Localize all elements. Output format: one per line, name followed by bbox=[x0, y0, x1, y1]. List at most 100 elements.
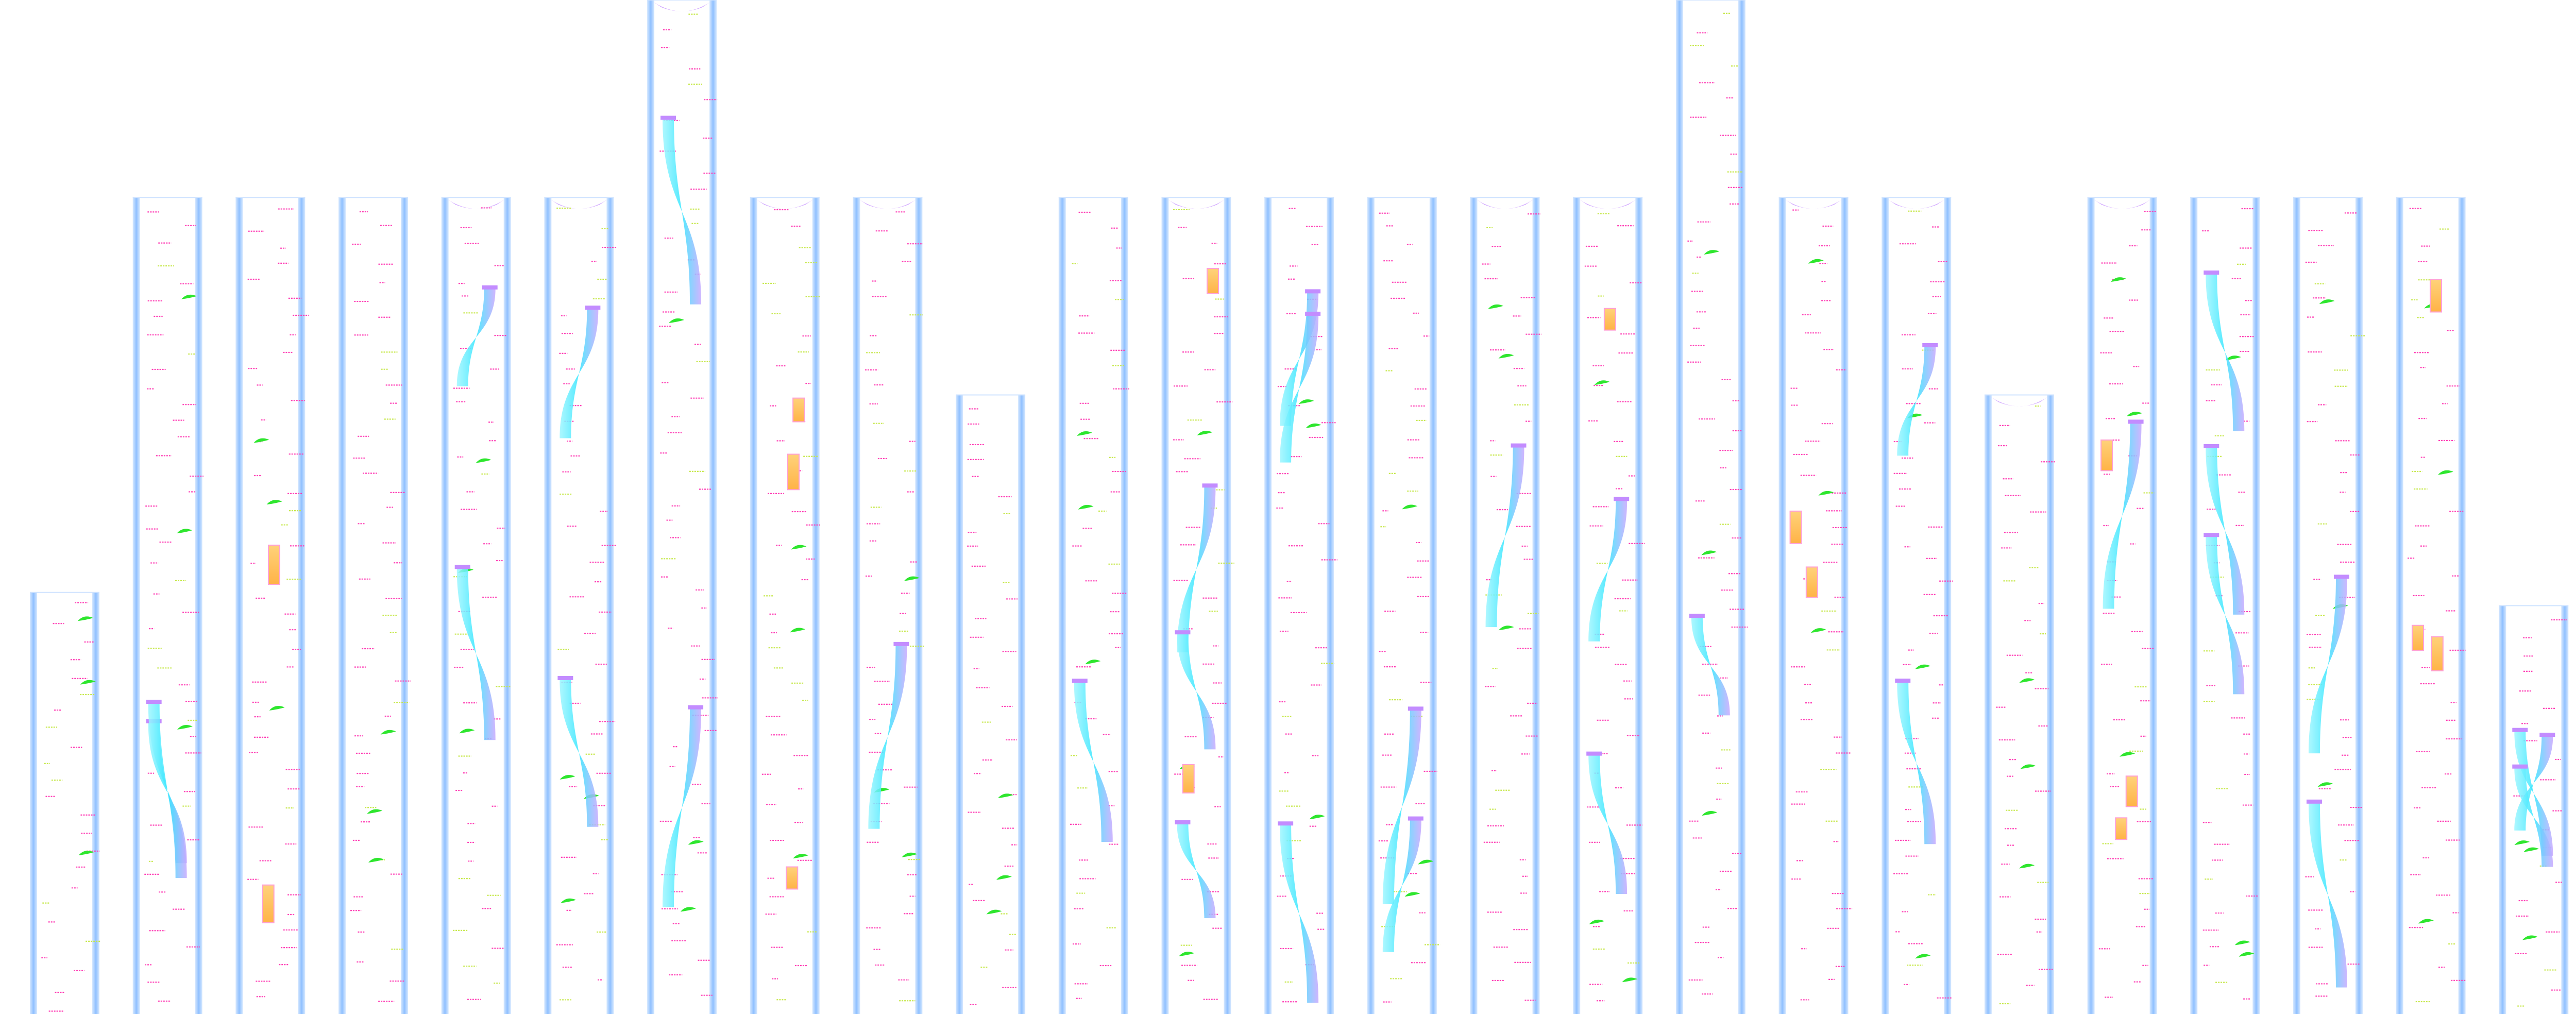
column-edge-right bbox=[1635, 197, 1643, 1014]
column bbox=[1882, 197, 1953, 1014]
marker bbox=[793, 854, 809, 859]
column-body bbox=[1367, 197, 1437, 1014]
marker bbox=[1498, 353, 1514, 359]
column bbox=[1573, 197, 1645, 1014]
column-edge-left bbox=[544, 197, 552, 1014]
marker bbox=[997, 793, 1013, 799]
marker bbox=[367, 809, 383, 814]
fan-cap bbox=[653, 2, 710, 11]
column-body bbox=[1984, 395, 2054, 1014]
marker bbox=[1589, 919, 1605, 924]
marker bbox=[177, 724, 193, 730]
marker bbox=[1306, 423, 1321, 428]
column-edge-left bbox=[2499, 605, 2506, 1014]
marker bbox=[78, 851, 94, 855]
column-edge-right bbox=[401, 197, 409, 1014]
fan-cap bbox=[1167, 199, 1225, 209]
column-body bbox=[2087, 197, 2157, 1014]
marker bbox=[561, 898, 577, 903]
column-body bbox=[441, 197, 511, 1014]
column bbox=[338, 197, 411, 1014]
ribbon bbox=[2514, 731, 2553, 856]
ribbon-cap bbox=[482, 285, 498, 290]
fan-cap bbox=[1991, 397, 2048, 407]
column-edge-right bbox=[1944, 197, 1952, 1014]
ribbon bbox=[1588, 500, 1628, 641]
marker bbox=[1818, 491, 1834, 496]
marker bbox=[1915, 954, 1931, 959]
column-body bbox=[1058, 197, 1128, 1014]
ribbon-cap bbox=[2333, 574, 2349, 579]
column-edge-left bbox=[132, 197, 140, 1014]
ribbon-cap bbox=[1202, 483, 1218, 488]
column bbox=[1984, 394, 2055, 1014]
ribbon bbox=[2308, 802, 2347, 988]
marker bbox=[680, 907, 696, 912]
ribbon bbox=[1382, 709, 1421, 905]
column-body bbox=[647, 0, 717, 1014]
column-edge-left bbox=[29, 592, 37, 1014]
column-edge-left bbox=[1778, 197, 1786, 1014]
column bbox=[235, 197, 309, 1014]
block bbox=[1182, 764, 1195, 793]
column-body bbox=[544, 197, 614, 1014]
column bbox=[1161, 197, 1234, 1014]
ribbon-cap bbox=[1511, 443, 1527, 448]
column bbox=[29, 592, 101, 1014]
marker bbox=[1298, 399, 1314, 404]
column-edge-right bbox=[606, 197, 614, 1014]
column-edge-left bbox=[1470, 197, 1478, 1014]
marker bbox=[368, 858, 384, 863]
ribbon-cap bbox=[1895, 679, 1911, 683]
fan-cap bbox=[1477, 199, 1534, 209]
marker bbox=[2522, 935, 2538, 940]
column-edge-right bbox=[298, 197, 306, 1014]
ribbon bbox=[2206, 536, 2245, 695]
column-edge-right bbox=[1841, 197, 1849, 1014]
marker bbox=[2019, 678, 2035, 683]
fan-cap bbox=[859, 199, 916, 209]
marker bbox=[996, 875, 1012, 880]
column-body bbox=[2499, 605, 2569, 1014]
ribbon bbox=[2206, 447, 2245, 615]
ribbon bbox=[663, 119, 702, 305]
ribbon-cap bbox=[1922, 343, 1938, 347]
column-edge-left bbox=[1367, 197, 1375, 1014]
column-body bbox=[132, 197, 202, 1014]
block bbox=[2430, 279, 2442, 313]
ribbon-cap bbox=[2204, 271, 2219, 275]
marker bbox=[1488, 304, 1504, 309]
column bbox=[1367, 197, 1440, 1014]
ribbon bbox=[1177, 633, 1216, 750]
marker bbox=[1077, 431, 1093, 436]
marker bbox=[253, 438, 269, 443]
ribbon-cap bbox=[557, 675, 573, 680]
column-edge-right bbox=[709, 0, 717, 1014]
ribbon bbox=[2103, 422, 2142, 609]
marker bbox=[1701, 550, 1717, 555]
column-body bbox=[29, 592, 99, 1014]
marker bbox=[1402, 504, 1418, 510]
marker bbox=[1808, 259, 1824, 264]
ribbon-cap bbox=[2204, 533, 2219, 537]
fan-cap bbox=[1785, 199, 1842, 209]
column-edge-left bbox=[2190, 197, 2198, 1014]
column-edge-right bbox=[1121, 197, 1128, 1014]
marker bbox=[1179, 952, 1195, 957]
fan-cap bbox=[1579, 199, 1636, 209]
ribbon bbox=[560, 309, 599, 438]
block bbox=[2431, 636, 2444, 671]
column-body bbox=[2293, 197, 2363, 1014]
ribbon-cap bbox=[1408, 816, 1423, 821]
ribbon bbox=[2514, 767, 2553, 867]
column-edge-right bbox=[2149, 197, 2157, 1014]
ribbon bbox=[1177, 486, 1216, 653]
marker bbox=[1622, 977, 1638, 983]
ribbon bbox=[663, 708, 702, 907]
marker bbox=[790, 628, 806, 633]
ribbon bbox=[148, 703, 187, 878]
column bbox=[441, 197, 511, 1014]
ribbon-cap bbox=[2512, 728, 2528, 732]
